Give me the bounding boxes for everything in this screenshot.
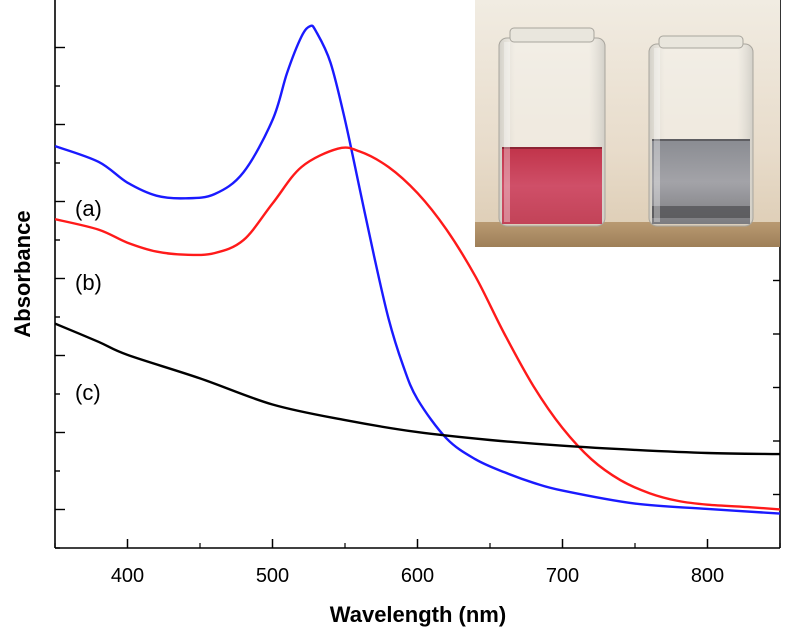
y-ticks	[55, 46, 65, 549]
y-axis-title: Absorbance	[10, 210, 35, 337]
curve-label-a: (a)	[75, 196, 102, 221]
vial-grey	[648, 35, 754, 227]
x-axis-title: Wavelength (nm)	[330, 602, 506, 627]
curve-label-c: (c)	[75, 380, 101, 405]
x-tick-label-400: 400	[111, 565, 144, 587]
curve-label-b: (b)	[75, 270, 102, 295]
series-line-b	[55, 146, 780, 511]
x-ticks: 400 500 600 700 800	[54, 539, 781, 587]
x-tick-label-700: 700	[546, 565, 579, 587]
inset-photo	[475, 0, 780, 247]
x-tick-label-500: 500	[256, 565, 289, 587]
series-layer	[55, 24, 780, 515]
x-tick-label-800: 800	[691, 565, 724, 587]
series-line-a	[55, 24, 780, 515]
x-tick-label-600: 600	[401, 565, 434, 587]
series-line-c	[55, 322, 780, 456]
vial-red	[498, 27, 606, 227]
